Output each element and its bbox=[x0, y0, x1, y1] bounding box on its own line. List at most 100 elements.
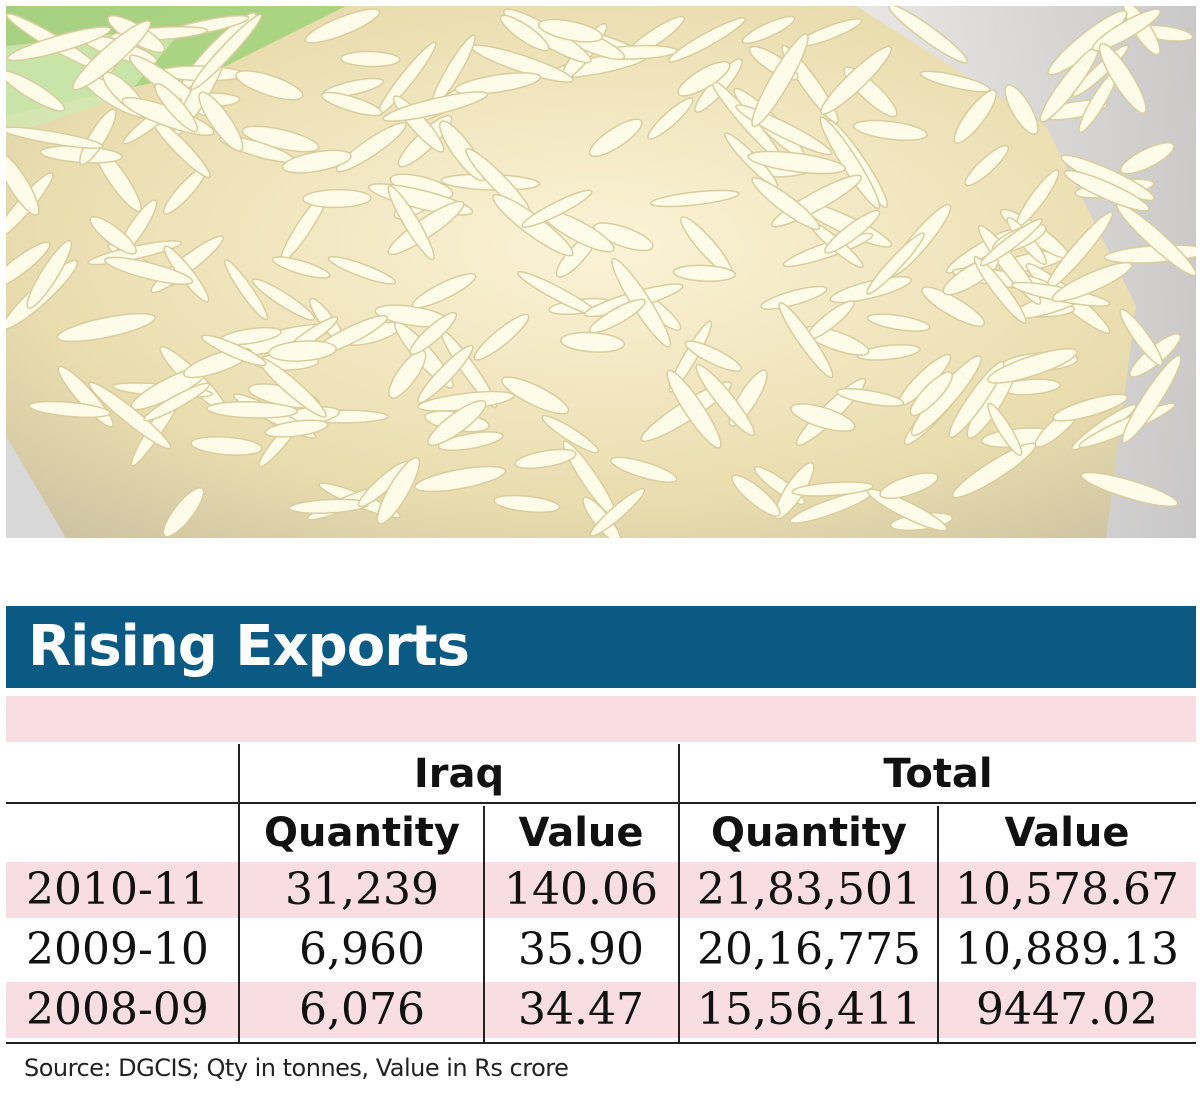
source-note: Source: DGCIS; Qty in tonnes, Value in R… bbox=[24, 1054, 569, 1082]
rice-grain bbox=[6, 70, 66, 112]
cell-iraq-quantity: 6,960 bbox=[299, 924, 425, 975]
rice-grain bbox=[72, 20, 152, 91]
rice-grain bbox=[668, 320, 713, 393]
column-divider-year bbox=[238, 744, 240, 1042]
rice-grain bbox=[747, 150, 846, 175]
rice-grain bbox=[888, 6, 969, 64]
rice-grain bbox=[820, 45, 893, 115]
group-header-iraq: Iraq bbox=[413, 751, 505, 797]
rice-grain bbox=[190, 435, 263, 456]
rice-grain bbox=[987, 402, 1023, 457]
rice-grain bbox=[667, 17, 747, 63]
rice-grain bbox=[1063, 169, 1150, 212]
rice-grain bbox=[241, 125, 320, 153]
row-highlight-2010-11 bbox=[6, 862, 1196, 918]
rice-grain bbox=[1091, 8, 1162, 52]
rice-grain bbox=[264, 419, 329, 438]
table-title: Rising Exports bbox=[28, 614, 470, 679]
rice-grain bbox=[411, 272, 477, 309]
cell-total-quantity: 21,83,501 bbox=[697, 864, 921, 915]
cell-total-quantity: 15,56,411 bbox=[697, 984, 921, 1035]
rice-grain bbox=[6, 152, 40, 216]
rice-grain bbox=[304, 8, 381, 44]
rice-grain bbox=[473, 313, 530, 361]
rice-grain bbox=[751, 177, 821, 231]
header-divider bbox=[6, 802, 1196, 804]
rice-grain bbox=[695, 363, 755, 437]
rice-grain bbox=[647, 97, 694, 140]
column-divider-iraq-total bbox=[678, 744, 680, 1042]
rice-grain bbox=[979, 218, 1043, 267]
rice-grain bbox=[593, 222, 654, 252]
rice-grain bbox=[1004, 84, 1039, 136]
subtitle-band bbox=[6, 696, 1196, 742]
rice-grain bbox=[541, 415, 600, 454]
rice-grain bbox=[388, 349, 427, 399]
rice-grain bbox=[672, 264, 737, 282]
rice-grain bbox=[824, 209, 881, 254]
rice-grain bbox=[414, 465, 507, 493]
rice-grain bbox=[340, 50, 401, 68]
rice-grain bbox=[437, 431, 504, 452]
column-divider-total-qty-value bbox=[937, 806, 939, 1042]
rice-grain bbox=[26, 239, 73, 310]
rice-grain bbox=[198, 91, 244, 152]
rice-grain bbox=[154, 83, 199, 133]
rice-grain bbox=[953, 89, 997, 144]
group-header-total: Total bbox=[883, 751, 993, 797]
rice-grain bbox=[760, 285, 828, 310]
rice-grain bbox=[964, 144, 1010, 187]
rice-grain bbox=[382, 91, 489, 122]
rice-grain bbox=[320, 91, 383, 117]
rice-grain bbox=[973, 256, 1027, 324]
cell-total-quantity: 20,16,775 bbox=[697, 924, 921, 975]
rice-grain bbox=[201, 334, 267, 367]
rice-grain bbox=[7, 26, 112, 62]
rice-grain bbox=[89, 216, 137, 255]
rice-grain bbox=[1051, 261, 1133, 303]
rice-grain bbox=[866, 313, 931, 332]
rice-grain bbox=[501, 376, 570, 415]
rice-grain bbox=[649, 189, 740, 208]
title-bar: Rising Exports bbox=[6, 606, 1196, 688]
rice-grain bbox=[190, 13, 263, 91]
rice-grain bbox=[836, 387, 905, 407]
rice-grain bbox=[919, 70, 991, 93]
cell-total-value: 10,889.13 bbox=[955, 924, 1179, 975]
col-header-total-quantity: Quantity bbox=[711, 810, 907, 856]
rice-grain bbox=[588, 298, 646, 334]
cell-iraq-value: 35.90 bbox=[518, 924, 644, 975]
rice-grain bbox=[271, 256, 331, 279]
rice-grain bbox=[666, 369, 722, 449]
rice-grain bbox=[1080, 471, 1179, 508]
rice-grain bbox=[267, 340, 337, 362]
rice-grain bbox=[609, 456, 678, 483]
exports-table: Iraq Total Quantity Value Quantity Value… bbox=[6, 744, 1196, 1044]
cell-iraq-value: 140.06 bbox=[504, 864, 658, 915]
rice-grain bbox=[856, 344, 921, 361]
cell-iraq-quantity: 31,239 bbox=[285, 864, 439, 915]
rice-grain bbox=[514, 448, 577, 470]
rice-grain bbox=[387, 185, 435, 261]
rice-grain bbox=[866, 232, 925, 295]
cell-iraq-value: 34.47 bbox=[518, 984, 644, 1035]
col-header-iraq-quantity: Quantity bbox=[264, 810, 460, 856]
rice-grain bbox=[537, 18, 604, 43]
rice-grain bbox=[235, 70, 304, 101]
rice-grain bbox=[879, 472, 939, 500]
rice-grain bbox=[1119, 308, 1164, 367]
rice-grain bbox=[499, 14, 550, 52]
rice-grain bbox=[1119, 142, 1175, 175]
rice-grain bbox=[454, 72, 542, 95]
rice-grain bbox=[56, 312, 156, 343]
cell-total-value: 10,578.67 bbox=[955, 864, 1179, 915]
row-year-2010-11: 2010-11 bbox=[26, 864, 209, 915]
rice-grain bbox=[88, 381, 172, 450]
rice-grain bbox=[751, 33, 809, 128]
rice-grain bbox=[327, 255, 397, 285]
rice-grain bbox=[790, 403, 856, 432]
rice-grain bbox=[852, 119, 928, 142]
rice-grain bbox=[778, 301, 834, 379]
rice-grain bbox=[28, 400, 111, 419]
rice-grain bbox=[521, 189, 593, 228]
